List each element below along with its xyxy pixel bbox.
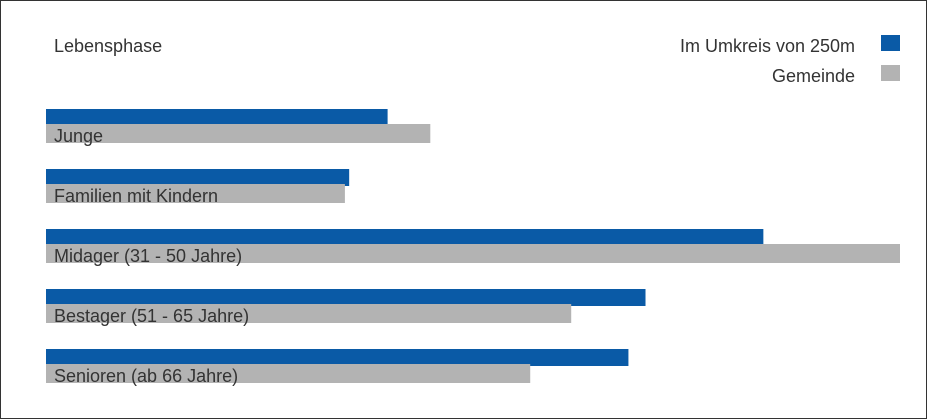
- legend-label-series-2: Gemeinde: [772, 66, 855, 86]
- legend-swatch-series-1: [881, 35, 900, 51]
- chart-title: Lebensphase: [54, 36, 162, 56]
- bar-umkreis-5: [46, 349, 629, 366]
- bar-umkreis-4: [46, 289, 646, 306]
- bars-group: Junge Familien mit Kindern Midager (31 - 5…: [46, 109, 900, 386]
- bar-gemeinde-4: [46, 304, 572, 323]
- category-label-4: Bestager (51 - 65 Jahre): [54, 306, 249, 326]
- category-label-3: Midager (31 - 50 Jahre): [54, 246, 242, 266]
- bar-gemeinde-1: [46, 124, 431, 143]
- legend-swatch-series-2: [881, 65, 900, 81]
- bar-gemeinde-3: [46, 244, 900, 263]
- category-label-1: Junge: [54, 126, 103, 146]
- category-label-5: Senioren (ab 66 Jahre): [54, 366, 238, 386]
- bar-gemeinde-2: [46, 184, 345, 203]
- bar-gemeinde-5: [46, 364, 531, 383]
- category-label-2: Familien mit Kindern: [54, 186, 218, 206]
- bar-umkreis-3: [46, 229, 764, 246]
- legend-label-series-1: Im Umkreis von 250m: [680, 36, 855, 56]
- bar-umkreis-2: [46, 169, 350, 186]
- bar-umkreis-1: [46, 109, 388, 126]
